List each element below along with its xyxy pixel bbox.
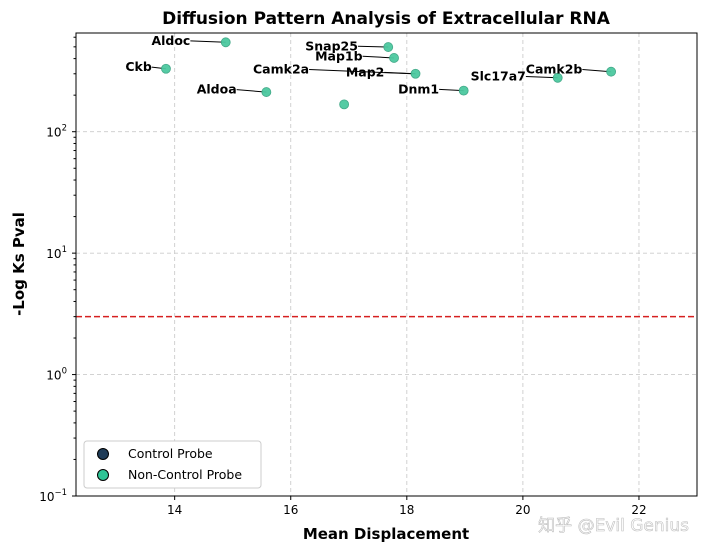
data-point-map1b	[389, 53, 399, 63]
plot-frame	[75, 32, 698, 497]
chart-title: Diffusion Pattern Analysis of Extracellu…	[162, 9, 611, 29]
y-tick-label-1: 100	[46, 367, 67, 383]
x-tick-label-18: 18	[399, 503, 414, 517]
data-point-aldoc	[220, 37, 231, 48]
watermark-text: 知乎 @Evil Genius	[538, 516, 689, 536]
leader-line-snap25	[357, 45, 389, 48]
gene-label-map2: Map2	[346, 64, 385, 79]
legend-label-control: Control Probe	[128, 446, 213, 461]
gene-label-map1b: Map1b	[315, 48, 363, 63]
y-tick-label-3: 102	[46, 124, 67, 140]
gene-label-aldoc: Aldoc	[151, 33, 190, 48]
leader-line-camk2a	[309, 69, 413, 75]
data-point-snap25	[383, 42, 394, 52]
y-axis-label: -Log Ks Pval	[10, 212, 28, 316]
leader-line-aldoa	[236, 89, 267, 93]
x-tick-label-20: 20	[515, 503, 530, 517]
gene-label-camk2b: Camk2b	[526, 62, 583, 77]
legend-label-non-control: Non-Control Probe	[128, 467, 242, 482]
data-point-map2	[410, 68, 421, 79]
leader-line-map1b	[362, 55, 395, 59]
x-tick-label-16: 16	[283, 503, 298, 517]
gene-label-aldoa: Aldoa	[197, 82, 237, 97]
gene-label-slc17a7: Slc17a7	[471, 68, 526, 83]
x-tick-label-14: 14	[167, 503, 182, 517]
y-tick-label-2: 101	[46, 245, 67, 261]
data-point-aldoa	[261, 87, 272, 97]
x-axis-ticks: 14 16 18 20 22	[167, 496, 647, 517]
gene-label-dnm1: Dnm1	[398, 81, 439, 96]
legend-box	[83, 440, 262, 489]
gene-label-camk2a: Camk2a	[253, 62, 309, 77]
data-point-slc17a7	[552, 72, 563, 83]
data-points	[161, 37, 617, 110]
data-point-dnm1	[458, 85, 469, 96]
data-point-ckb	[161, 63, 171, 74]
legend-marker-control	[97, 448, 109, 460]
y-axis-ticks: 10−1 100 101 102	[39, 36, 76, 504]
gene-label-ckb: Ckb	[125, 59, 151, 74]
data-point	[339, 99, 350, 110]
legend: Control Probe Non-Control Probe	[83, 440, 262, 489]
x-tick-label-22: 22	[631, 503, 646, 517]
grid-lines	[76, 33, 697, 496]
leader-line-aldoc	[190, 40, 226, 43]
legend-marker-non-control	[97, 469, 109, 481]
gene-label-snap25: Snap25	[305, 38, 358, 53]
data-point-camk2b	[606, 66, 617, 77]
leader-line-slc17a7	[525, 75, 558, 79]
x-axis-label: Mean Displacement	[303, 525, 469, 543]
y-tick-label-0: 10−1	[39, 488, 67, 504]
